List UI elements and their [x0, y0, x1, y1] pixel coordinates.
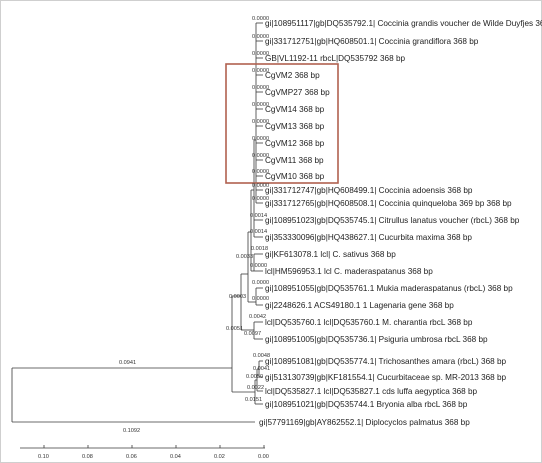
branch-length-label: 0.0014: [250, 229, 267, 235]
axis-tick-label: 0.02: [214, 454, 225, 460]
leaf-label: gi|108951005|gb|DQ535736.1| Psiguria umb…: [265, 335, 488, 344]
leaf-label: CgVM13 368 bp: [265, 122, 325, 131]
branch-length-label: 0.0000: [252, 34, 269, 40]
branch-length-label: 0.0000: [252, 102, 269, 108]
branch-length-label: 0.0003: [229, 294, 246, 300]
axis-tick-label: 0.06: [126, 454, 137, 460]
branch-length-label: 0.0000: [252, 85, 269, 91]
branch-length-label: 0.0000: [252, 183, 269, 189]
leaf-label: lcl|DQ535827.1 lcl|DQ535827.1 cds luffa …: [265, 387, 478, 396]
branch-length-label: 0.0042: [249, 314, 266, 320]
branch-length-label: 0.0014: [250, 213, 267, 219]
leaf-label: gi|331712765|gb|HQ608508.1| Coccinia qui…: [265, 199, 512, 208]
leaf-label: gi|108951117|gb|DQ535792.1| Coccinia gra…: [265, 19, 542, 28]
branch-length-label: 0.0018: [251, 246, 268, 252]
leaf-label: GB|VL1192-11 rbcL|DQ535792 368 bp: [265, 54, 405, 63]
branch-length-label: 0.1092: [123, 428, 140, 434]
leaf-label: CgVM2 368 bp: [265, 71, 320, 80]
leaf-labels: gi|108951117|gb|DQ535792.1| Coccinia gra…: [259, 19, 542, 427]
leaf-label: gi|108951023|gb|DQ535745.1| Citrullus la…: [265, 216, 520, 225]
branch-length-label: 0.0022: [247, 385, 264, 391]
leaf-label: lcl|HM596953.1 lcl C. maderaspatanus 368…: [265, 267, 433, 276]
branch-length-label: 0.0048: [253, 353, 270, 359]
scale-axis: 0.10 0.08 0.06 0.04 0.02 0.00: [20, 445, 269, 460]
branch-length-label: 0.0050: [246, 374, 263, 380]
leaf-label: gi|108951055|gb|DQ535761.1 Mukia maderas…: [265, 284, 513, 293]
branch-length-label: 0.0000: [252, 296, 269, 302]
branch-length-label: 0.0000: [252, 136, 269, 142]
leaf-label: CgVM11 368 bp: [265, 156, 324, 165]
leaf-label: gi|513130739|gb|KF181554.1| Cucurbitacea…: [265, 373, 507, 382]
axis-tick-label: 0.00: [258, 454, 269, 460]
leaf-label: gi|108951081|gb|DQ535774.1| Trichosanthe…: [265, 357, 507, 366]
branch-length-label: 0.0000: [252, 196, 269, 202]
highlight-box: [225, 63, 339, 184]
branch-length-label: 0.0941: [119, 360, 136, 366]
branch-length-label: 0.0097: [244, 331, 261, 337]
branch-length-label: 0.0041: [253, 366, 270, 372]
axis-tick-label: 0.04: [170, 454, 181, 460]
axis-tick-label: 0.08: [82, 454, 93, 460]
leaf-label: CgVM10 368 bp: [265, 172, 325, 181]
branch-length-label: 0.0000: [252, 119, 269, 125]
tree-branches: [11, 22, 263, 423]
branch-length-label: 0.0033: [236, 254, 253, 260]
leaf-label: CgVM14 368 bp: [265, 105, 325, 114]
branch-length-label: 0.0151: [245, 397, 262, 403]
leaf-label: gi|353330096|gb|HQ438627.1| Cucurbita ma…: [265, 233, 472, 242]
leaf-label: CgVM12 368 bp: [265, 139, 325, 148]
branch-length-label: 0.0051: [226, 326, 243, 332]
branch-length-label: 0.0000: [252, 68, 269, 74]
axis-tick-label: 0.10: [38, 454, 49, 460]
branch-length-label: 0.0000: [252, 51, 269, 57]
leaf-label: gi|108951021|gb|DQ535744.1 Bryonia alba …: [265, 400, 468, 409]
leaf-label: gi|57791169|gb|AY862552.1| Diplocyclos p…: [259, 418, 470, 427]
leaf-label: gi|331712747|gb|HQ608499.1| Coccinia ado…: [265, 186, 473, 195]
branch-length-labels: 0.0000 0.0000 0.0000 0.0000 0.0000 0.000…: [119, 16, 270, 434]
leaf-label: gi|2248626.1 ACS49180.1 1 Lagenaria gene…: [265, 301, 454, 310]
leaf-label: CgVMP27 368 bp: [265, 88, 330, 97]
leaf-label: gi|331712751|gb|HQ608501.1| Coccinia gra…: [265, 37, 479, 46]
branch-length-label: 0.0000: [252, 280, 269, 286]
branch-length-label: 0.0000: [252, 153, 269, 159]
leaf-label: gi|KF613078.1 lcl| C. sativus 368 bp: [265, 250, 396, 259]
branch-length-label: 0.0000: [252, 169, 269, 175]
branch-length-label: 0.0000: [250, 263, 267, 269]
branch-length-label: 0.0000: [252, 16, 269, 22]
leaf-label: lcl|DQ535760.1 lcl|DQ535760.1 M. charant…: [265, 318, 473, 327]
